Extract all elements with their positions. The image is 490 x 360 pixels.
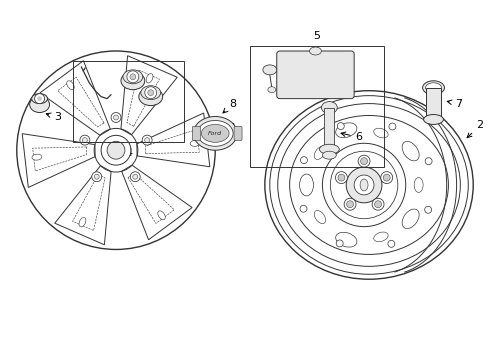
Ellipse shape: [299, 174, 314, 196]
FancyBboxPatch shape: [193, 126, 200, 140]
Text: 4: 4: [125, 148, 132, 158]
Circle shape: [336, 172, 347, 184]
Ellipse shape: [414, 177, 423, 192]
Text: 6: 6: [341, 132, 363, 142]
Ellipse shape: [336, 123, 357, 138]
Ellipse shape: [374, 128, 388, 138]
Bar: [74, 61, 184, 142]
Ellipse shape: [374, 232, 388, 242]
Ellipse shape: [158, 211, 165, 220]
Ellipse shape: [201, 125, 229, 142]
Ellipse shape: [402, 141, 419, 161]
Circle shape: [82, 138, 87, 143]
Circle shape: [338, 174, 345, 181]
Circle shape: [37, 96, 42, 101]
Circle shape: [111, 113, 121, 122]
Ellipse shape: [360, 179, 368, 191]
Text: Ford: Ford: [208, 131, 222, 136]
Ellipse shape: [321, 102, 337, 113]
Circle shape: [130, 74, 136, 80]
Ellipse shape: [67, 81, 74, 90]
Bar: [324, 108, 334, 147]
Ellipse shape: [123, 70, 143, 84]
Text: 3: 3: [46, 112, 61, 122]
Circle shape: [107, 141, 125, 159]
Text: 7: 7: [447, 99, 462, 109]
Ellipse shape: [422, 81, 444, 95]
Ellipse shape: [30, 96, 49, 113]
Circle shape: [92, 172, 102, 182]
Circle shape: [80, 135, 90, 145]
Circle shape: [130, 172, 140, 182]
Ellipse shape: [194, 117, 237, 150]
Ellipse shape: [310, 47, 321, 55]
Text: 2: 2: [467, 121, 484, 138]
Ellipse shape: [402, 209, 419, 229]
Bar: [426, 88, 441, 117]
Circle shape: [346, 201, 354, 208]
Circle shape: [425, 158, 432, 165]
Circle shape: [300, 205, 307, 212]
Circle shape: [35, 94, 45, 104]
Ellipse shape: [322, 151, 336, 159]
Circle shape: [372, 198, 384, 210]
Ellipse shape: [314, 211, 325, 224]
Ellipse shape: [426, 83, 441, 93]
Circle shape: [145, 138, 149, 143]
Circle shape: [388, 240, 395, 247]
Circle shape: [354, 175, 374, 195]
Ellipse shape: [319, 144, 339, 154]
Circle shape: [127, 71, 139, 83]
Ellipse shape: [190, 140, 200, 146]
Text: 1: 1: [207, 123, 237, 134]
Bar: [250, 46, 384, 167]
Ellipse shape: [336, 232, 357, 247]
Circle shape: [361, 158, 368, 165]
Text: 5: 5: [314, 31, 320, 41]
Ellipse shape: [146, 73, 153, 83]
FancyBboxPatch shape: [234, 126, 242, 140]
Circle shape: [133, 174, 138, 179]
Ellipse shape: [139, 88, 163, 105]
Circle shape: [114, 115, 119, 120]
Ellipse shape: [79, 217, 86, 227]
Circle shape: [344, 198, 356, 210]
Circle shape: [383, 174, 390, 181]
Text: 8: 8: [223, 99, 237, 113]
Ellipse shape: [197, 121, 233, 146]
Ellipse shape: [32, 154, 42, 160]
FancyBboxPatch shape: [277, 51, 354, 99]
Ellipse shape: [263, 65, 277, 75]
Circle shape: [389, 123, 396, 130]
Circle shape: [425, 206, 432, 213]
Circle shape: [374, 201, 382, 208]
Circle shape: [358, 155, 370, 167]
Ellipse shape: [314, 146, 325, 159]
Circle shape: [322, 143, 406, 227]
Circle shape: [381, 172, 392, 184]
Circle shape: [94, 174, 99, 179]
Ellipse shape: [268, 87, 276, 93]
Circle shape: [300, 157, 307, 164]
Ellipse shape: [424, 114, 443, 125]
Circle shape: [142, 135, 152, 145]
Ellipse shape: [121, 72, 145, 90]
Circle shape: [336, 240, 343, 247]
Circle shape: [148, 90, 154, 96]
Ellipse shape: [32, 94, 48, 104]
Ellipse shape: [141, 86, 161, 100]
Circle shape: [337, 123, 344, 130]
Circle shape: [346, 167, 382, 203]
Circle shape: [101, 135, 131, 165]
Circle shape: [145, 87, 157, 99]
